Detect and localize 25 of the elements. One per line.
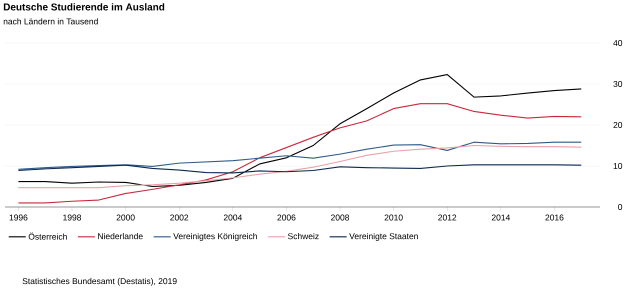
legend-label: Österreich (28, 232, 67, 240)
legend-label: Niederlande (98, 232, 143, 240)
chart-title: Deutsche Studierende im Ausland (4, 3, 164, 11)
line-series (18, 74, 582, 188)
x-tick-label: 2004 (224, 214, 242, 221)
x-tick-label: 2014 (492, 214, 510, 221)
legend-label: Schweiz (288, 232, 319, 240)
text: Statistisches Bundesamt (Destatis), 2019 (22, 278, 177, 286)
x-tick-label: 2016 (545, 214, 564, 221)
x-tick-label: 1996 (10, 214, 28, 221)
y-tick-label: 10 (614, 163, 622, 169)
y-tick-label: 20 (613, 122, 622, 128)
legend-label: Vereinigtes Königreich (173, 232, 257, 241)
x-tick-label: 2008 (331, 214, 350, 221)
x-tick-label: 2010 (384, 214, 403, 221)
y-tick-label: 40 (613, 40, 622, 46)
x-tick-label: 1998 (63, 214, 82, 221)
y-tick-label: 30 (613, 81, 622, 87)
x-tick-label: 2000 (116, 214, 135, 221)
legend-label: Vereinigte Staaten (349, 232, 418, 241)
x-tick-label: 2012 (438, 214, 456, 221)
y-tick-label: 0 (618, 204, 622, 210)
x-tick-label: 2002 (170, 214, 188, 221)
chart-subtitle: nach Ländern in Tausend (4, 18, 98, 24)
x-tick-label: 2006 (277, 214, 296, 221)
